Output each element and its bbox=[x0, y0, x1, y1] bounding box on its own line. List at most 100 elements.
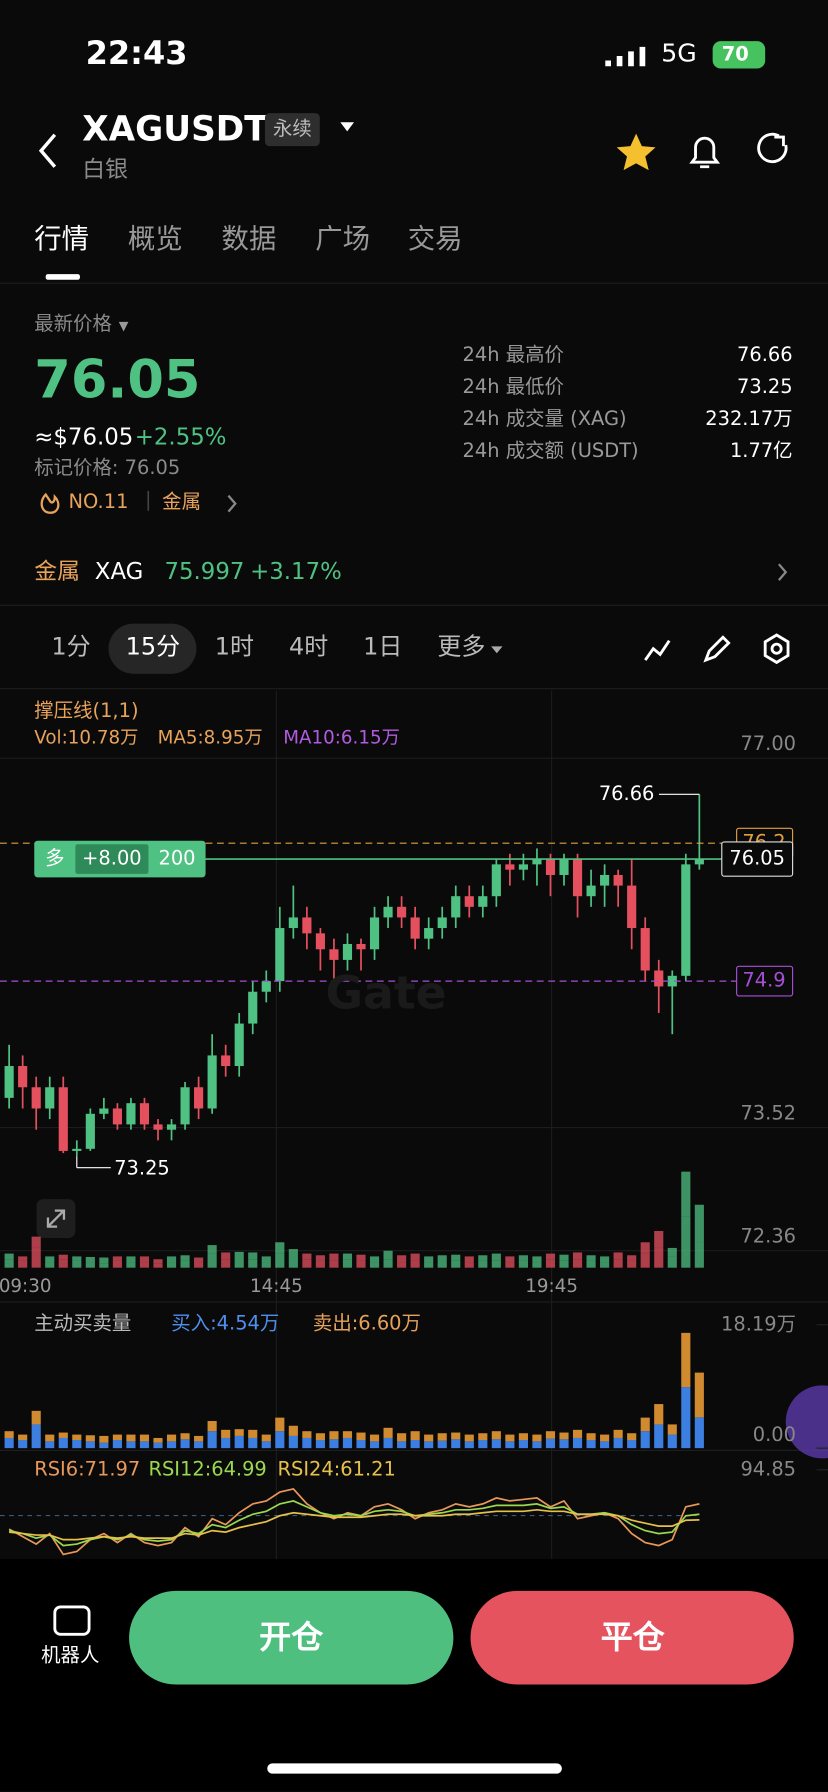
related-price: 75.997 bbox=[164, 557, 245, 585]
tab[interactable]: 概览 bbox=[127, 222, 183, 255]
volume-bar bbox=[451, 1260, 461, 1268]
interval[interactable]: 更多 bbox=[437, 632, 486, 661]
volume-bar bbox=[221, 1259, 231, 1268]
battery-level: 70 bbox=[721, 43, 749, 67]
buy-bar bbox=[586, 1440, 596, 1449]
volume-bar bbox=[505, 1262, 515, 1268]
buy-bar bbox=[681, 1387, 691, 1449]
symbol: XAGUSDT bbox=[82, 109, 268, 150]
home-indicator bbox=[267, 1763, 562, 1774]
floating-bubble[interactable] bbox=[785, 1385, 828, 1459]
buy-bar bbox=[654, 1424, 664, 1449]
volume-bar bbox=[356, 1260, 366, 1268]
dropdown-icon[interactable] bbox=[491, 646, 503, 654]
flow-sell: 卖出:6.60万 bbox=[312, 1312, 421, 1336]
sell-bar bbox=[613, 1429, 623, 1438]
star-icon[interactable] bbox=[616, 133, 656, 171]
volume-bar bbox=[681, 1171, 691, 1217]
buy-bar bbox=[627, 1440, 637, 1449]
interval[interactable]: 1时 bbox=[214, 632, 254, 661]
buy-bar bbox=[207, 1431, 217, 1449]
volume-bar bbox=[667, 1256, 677, 1268]
sell-bar bbox=[45, 1434, 55, 1442]
buy-bar bbox=[288, 1435, 298, 1449]
sell-bar bbox=[667, 1424, 677, 1435]
volume-bar bbox=[397, 1255, 407, 1263]
interval[interactable]: 4时 bbox=[288, 632, 329, 661]
interval[interactable]: 15分 bbox=[125, 632, 181, 661]
sell-bar bbox=[275, 1417, 285, 1432]
candle-body bbox=[383, 906, 393, 918]
candle-body bbox=[640, 928, 650, 971]
candle-body bbox=[58, 1087, 68, 1151]
buy-bar bbox=[410, 1440, 420, 1449]
tab[interactable]: 交易 bbox=[407, 222, 463, 255]
bell-icon[interactable] bbox=[689, 136, 721, 169]
dropdown-icon[interactable]: ▼ bbox=[118, 318, 129, 334]
sell-bar bbox=[356, 1432, 366, 1441]
stat-label: 24h 成交额 (USDT) bbox=[462, 439, 639, 463]
volume-bar bbox=[288, 1257, 298, 1268]
candle-body bbox=[315, 933, 325, 950]
sell-bar bbox=[248, 1429, 258, 1438]
tab[interactable]: 广场 bbox=[315, 222, 371, 255]
share-icon[interactable] bbox=[757, 132, 788, 164]
rsi-line bbox=[9, 1508, 700, 1541]
buy-bar bbox=[180, 1439, 190, 1449]
volume-bar bbox=[139, 1262, 150, 1268]
candle-body bbox=[18, 1066, 28, 1088]
candle-body bbox=[342, 943, 353, 960]
candle-body bbox=[356, 943, 366, 950]
candle-body bbox=[194, 1087, 204, 1109]
sell-bar bbox=[478, 1433, 488, 1441]
sell-bar bbox=[681, 1332, 691, 1388]
interval[interactable]: 1日 bbox=[363, 632, 403, 661]
dropdown-icon[interactable] bbox=[340, 122, 355, 132]
robot-icon[interactable] bbox=[53, 1605, 91, 1636]
volume-bar bbox=[572, 1252, 583, 1260]
open-label[interactable]: 开仓 bbox=[259, 1618, 324, 1657]
buy-bar bbox=[424, 1441, 434, 1449]
volume-bar bbox=[383, 1259, 393, 1268]
settings-icon[interactable] bbox=[763, 633, 790, 665]
volume-bar bbox=[532, 1256, 542, 1263]
x-tick-label: 19:45 bbox=[525, 1276, 578, 1297]
volume-bar bbox=[153, 1259, 163, 1264]
volume-bar bbox=[437, 1261, 447, 1268]
indicator-icon[interactable] bbox=[644, 639, 671, 661]
candle-body bbox=[261, 981, 271, 992]
close-button[interactable] bbox=[470, 1590, 794, 1685]
sell-bar bbox=[640, 1417, 650, 1432]
sell-bar bbox=[329, 1431, 339, 1440]
volume-bar bbox=[464, 1262, 474, 1268]
tab[interactable]: 行情 bbox=[34, 222, 90, 255]
close-label[interactable]: 平仓 bbox=[600, 1618, 665, 1657]
position-qty: 200 bbox=[158, 847, 195, 870]
battery-icon bbox=[712, 41, 766, 69]
volume-bar bbox=[275, 1242, 285, 1254]
open-button[interactable] bbox=[129, 1590, 454, 1685]
back-icon[interactable] bbox=[38, 133, 57, 168]
mark-price: 标记价格: 76.05 bbox=[34, 456, 181, 480]
candle-body bbox=[45, 1087, 55, 1109]
robot-label[interactable]: 机器人 bbox=[41, 1644, 100, 1668]
volume-bar bbox=[342, 1259, 353, 1268]
draw-icon[interactable] bbox=[703, 635, 731, 663]
candle-body bbox=[302, 917, 312, 934]
level-label: 74.9 bbox=[742, 969, 785, 992]
tab[interactable]: 数据 bbox=[221, 222, 277, 255]
sell-bar bbox=[194, 1435, 204, 1442]
y-tick-label: 72.36 bbox=[740, 1225, 796, 1248]
candle-body bbox=[126, 1103, 136, 1125]
volume-bar bbox=[194, 1262, 204, 1268]
volume-bar bbox=[45, 1256, 55, 1263]
interval[interactable]: 1分 bbox=[51, 632, 91, 661]
buy-bar bbox=[356, 1440, 366, 1449]
candle-body bbox=[518, 864, 528, 870]
chevron-icon[interactable] bbox=[227, 494, 788, 581]
volume-bar bbox=[85, 1262, 95, 1268]
buy-bar bbox=[58, 1437, 68, 1449]
volume-bar bbox=[654, 1247, 664, 1268]
